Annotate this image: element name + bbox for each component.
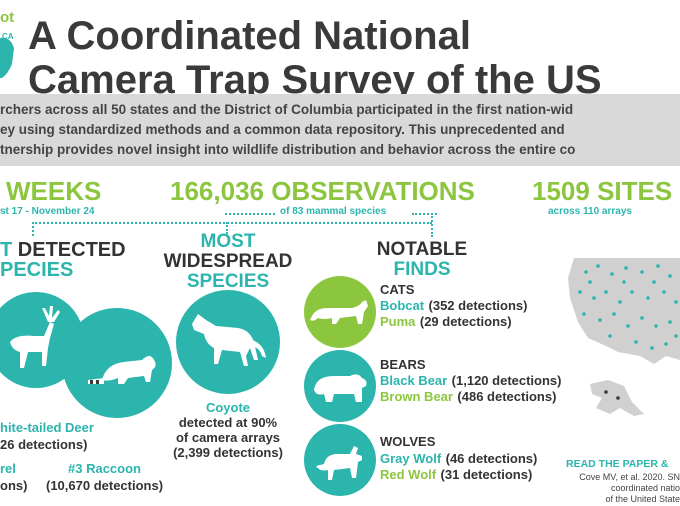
third-species-detections: (10,670 detections) xyxy=(46,478,164,493)
title-line1: A Coordinated National xyxy=(28,14,471,58)
deer-icon xyxy=(10,306,60,368)
notable-bears-label: BEARS xyxy=(380,357,426,372)
connector-mid xyxy=(226,222,228,234)
connector-left xyxy=(32,222,34,236)
widespread-species: Coyote xyxy=(205,400,251,415)
most-detected-heading: T DETECTED PECIES xyxy=(0,240,126,280)
cats-circle xyxy=(304,276,376,348)
most-detected-heading-line1: T DETECTED xyxy=(0,239,126,261)
logo-icon xyxy=(0,37,14,78)
most-detected-heading-line2: PECIES xyxy=(0,259,74,281)
notable-wolves-b: Red Wolf (31 detections) xyxy=(380,467,533,482)
widespread-heading-line3: SPECIES xyxy=(186,271,270,292)
widespread-details: Coyote detected at 90% of camera arrays … xyxy=(158,400,298,460)
second-species-detections: ons) xyxy=(0,478,28,493)
notable-wolves-a: Gray Wolf (46 detections) xyxy=(380,451,538,466)
connector-line xyxy=(32,222,432,224)
obs-dotted-line xyxy=(225,213,275,215)
widespread-heading-line1: MOST xyxy=(200,231,256,252)
notable-bears-b: Brown Bear (486 detections) xyxy=(380,389,557,404)
notable-cats-a: Bobcat (352 detections) xyxy=(380,298,528,313)
bears-circle xyxy=(304,350,376,422)
page-title: A Coordinated National Camera Trap Surve… xyxy=(28,14,602,102)
notable-cats-b: Puma (29 detections) xyxy=(380,314,512,329)
widespread-heading-line2: WIDESPREAD xyxy=(163,251,293,272)
paper-citation-line1: Cove MV, et al. 2020. SN xyxy=(579,472,680,482)
intro-band: rchers across all 50 states and the Dist… xyxy=(0,94,680,166)
coyote-icon xyxy=(192,314,266,366)
intro-line2: ey using standardized methods and a comm… xyxy=(0,122,565,137)
logo: ot CA xyxy=(0,8,30,78)
wolves-circle xyxy=(304,424,376,496)
widespread-heading: MOST WIDESPREAD SPECIES xyxy=(158,232,298,292)
notable-heading-line2: FINDS xyxy=(393,259,451,280)
us-site-map xyxy=(566,252,680,428)
intro-line1: rchers across all 50 states and the Dist… xyxy=(0,102,574,117)
logo-text-top: ot xyxy=(0,9,15,26)
paper-citation: Cove MV, et al. 2020. SN coordinated nat… xyxy=(566,472,680,505)
cat-icon xyxy=(310,300,368,324)
stat-weeks-sub: st 17 - November 24 xyxy=(0,206,95,217)
stat-observations: 166,036 OBSERVATIONS xyxy=(170,176,475,206)
logo-text-bottom: CA xyxy=(2,32,14,41)
notable-heading-line1: NOTABLE xyxy=(376,239,468,260)
obs-dotted-line-right xyxy=(412,213,437,215)
raccoon-circle xyxy=(62,308,172,418)
intro-line3: tnership provides novel insight into wil… xyxy=(0,142,576,157)
us-map-icon xyxy=(568,258,680,416)
notable-heading: NOTABLE FINDS xyxy=(372,240,472,280)
stat-sites-sub: across 110 arrays xyxy=(548,206,632,217)
paper-citation-line3: of the United State xyxy=(605,494,680,504)
notable-wolves-label: WOLVES xyxy=(380,434,436,449)
widespread-desc-line2: of camera arrays xyxy=(175,430,281,445)
second-species-name: rel xyxy=(0,461,16,476)
bear-icon xyxy=(314,374,367,402)
notable-cats-label: CATS xyxy=(380,282,415,297)
stat-sites: 1509 SITES xyxy=(532,176,673,206)
coyote-circle xyxy=(176,290,280,394)
notable-bears-a: Black Bear (1,120 detections) xyxy=(380,373,562,388)
raccoon-icon xyxy=(88,356,156,384)
stat-observations-sub: of 83 mammal species xyxy=(280,206,387,217)
connector-right xyxy=(431,213,433,237)
wolf-icon xyxy=(316,446,362,480)
first-species-name: hite-tailed Deer xyxy=(0,420,94,435)
third-species-name: #3 Raccoon xyxy=(68,461,141,476)
first-species-detections: 26 detections) xyxy=(0,437,88,452)
paper-citation-line2: coordinated natio xyxy=(610,483,680,493)
widespread-desc-line3: (2,399 detections) xyxy=(173,445,283,460)
read-paper-link[interactable]: READ THE PAPER & xyxy=(566,458,669,470)
widespread-desc-line1: detected at 90% xyxy=(178,415,278,430)
stat-weeks: WEEKS xyxy=(6,176,102,206)
